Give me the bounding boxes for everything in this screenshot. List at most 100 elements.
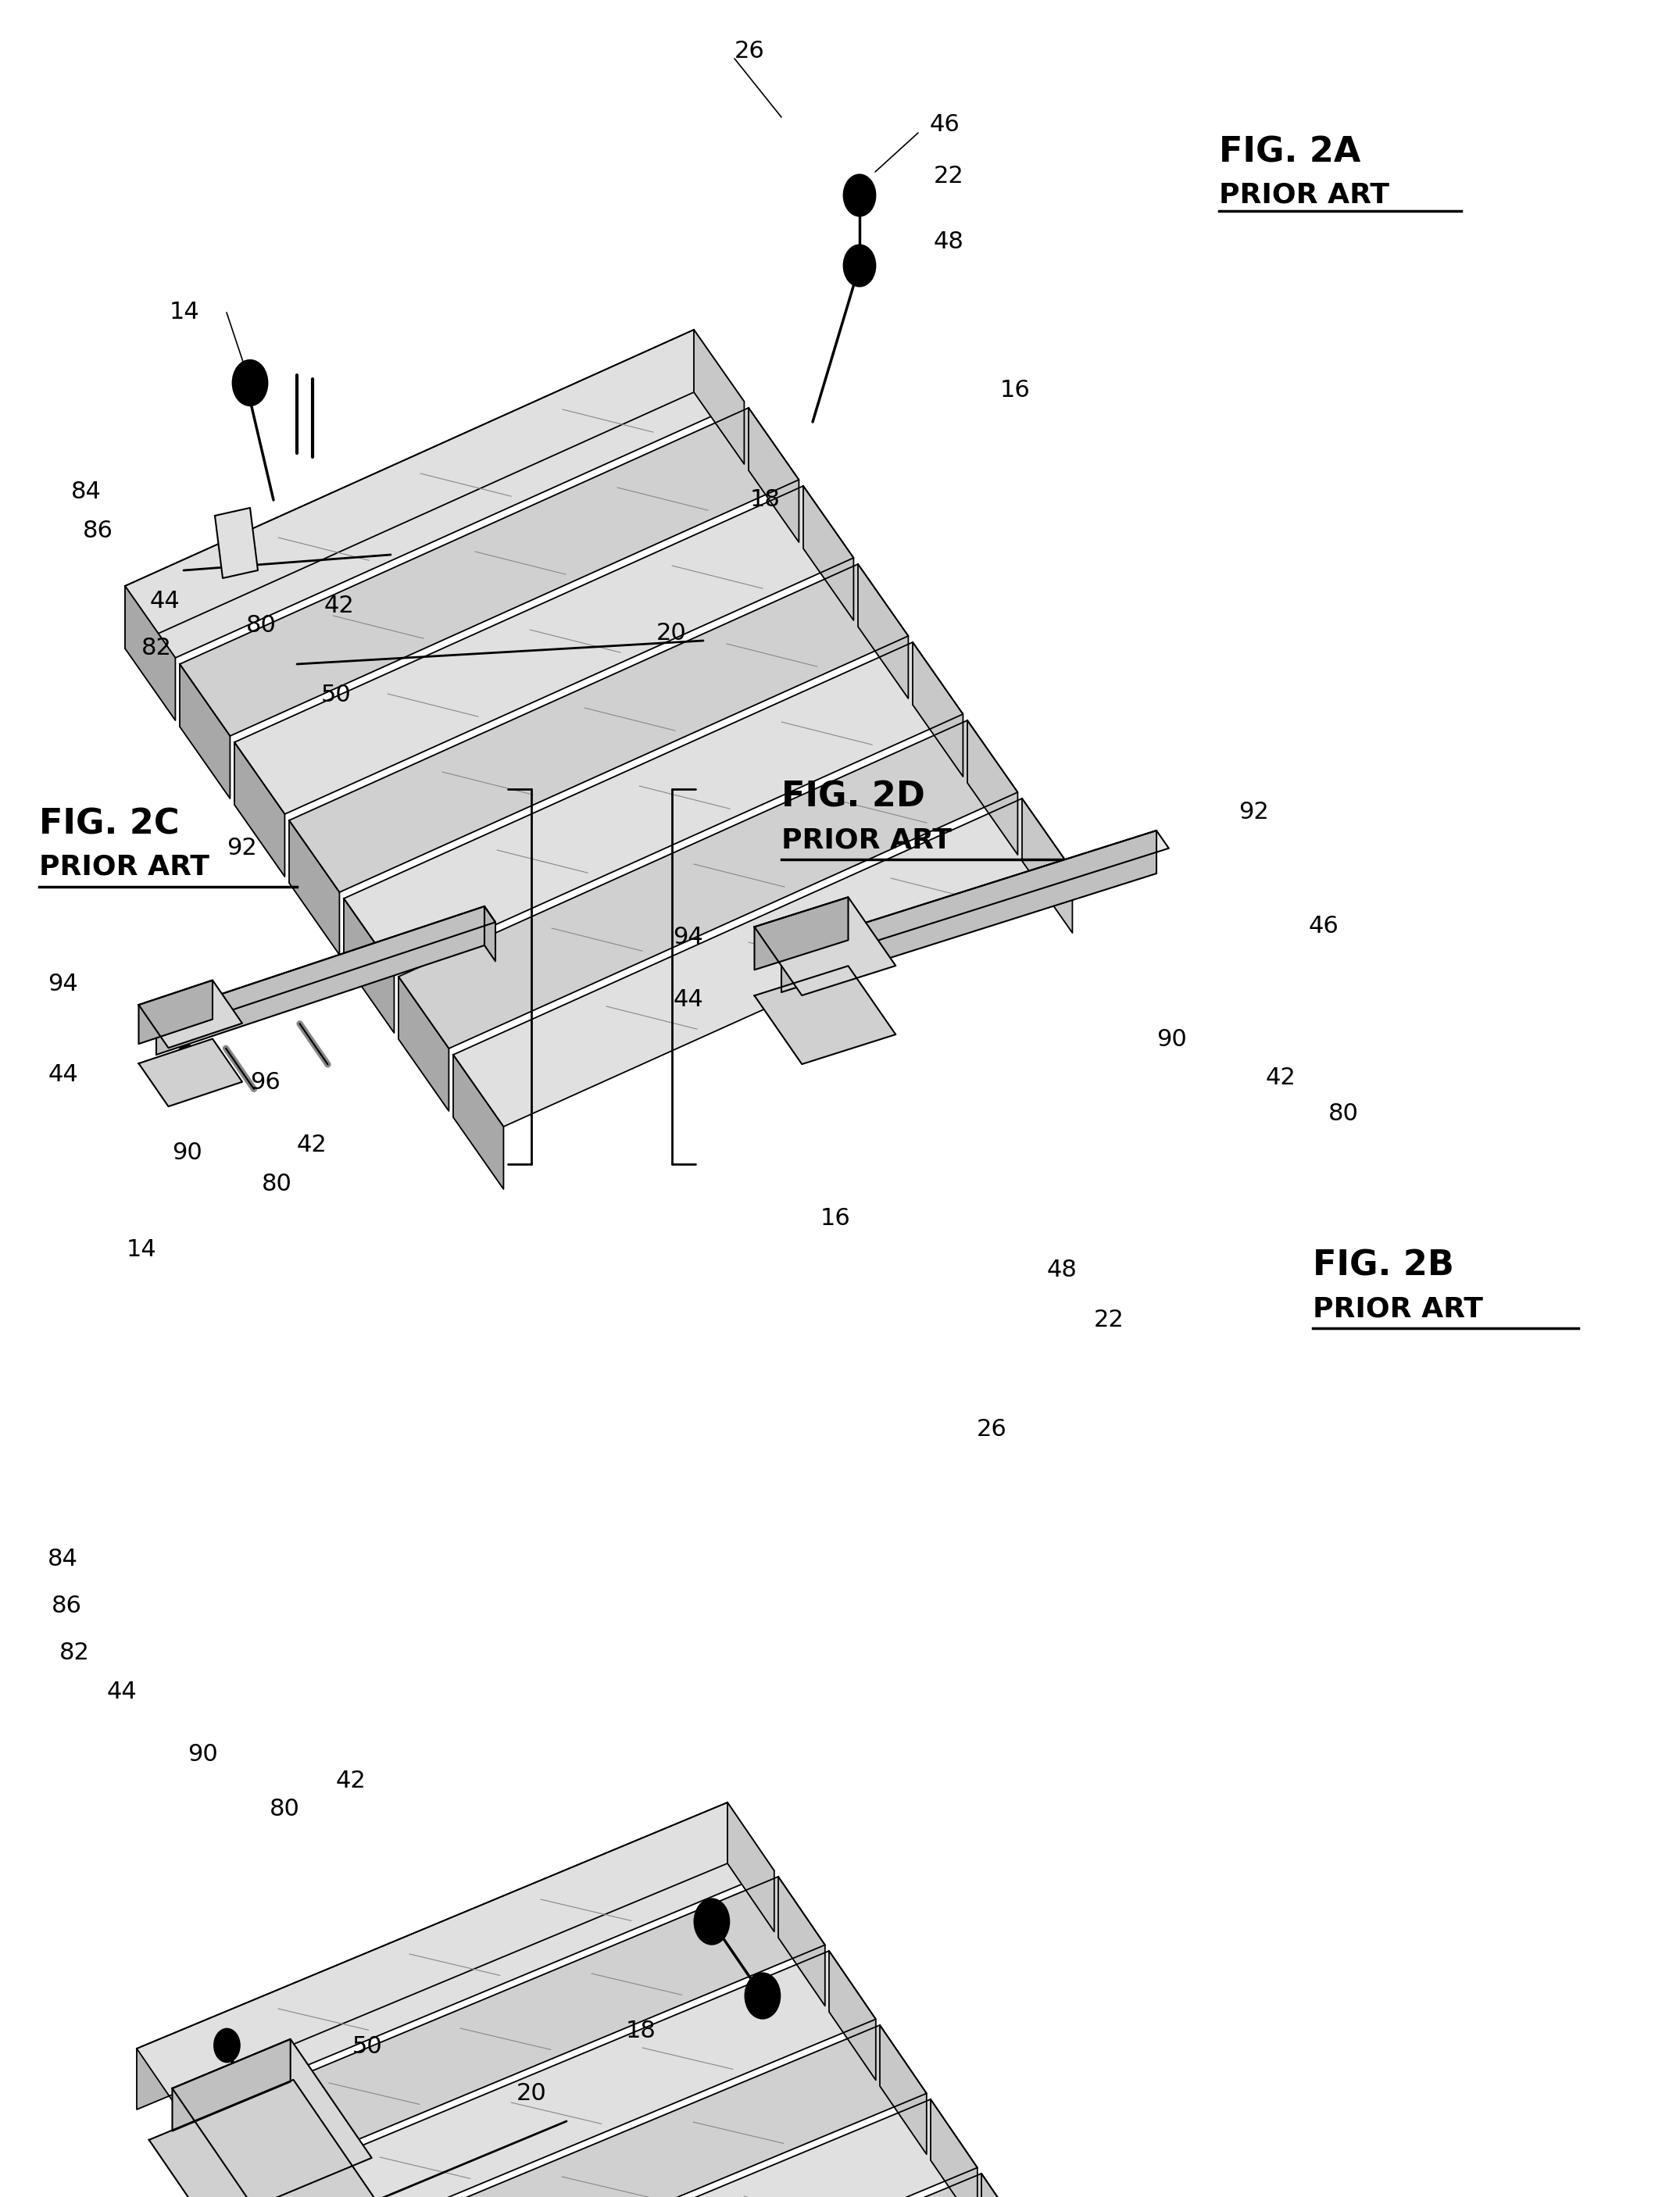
Text: 80: 80: [247, 613, 277, 637]
Polygon shape: [150, 2081, 395, 2197]
Polygon shape: [235, 486, 853, 815]
Polygon shape: [398, 721, 1018, 1048]
Polygon shape: [136, 1802, 774, 2118]
Polygon shape: [124, 587, 175, 721]
Text: 80: 80: [262, 1173, 292, 1195]
Polygon shape: [215, 508, 257, 578]
Circle shape: [756, 1988, 769, 2004]
Text: 92: 92: [1238, 802, 1268, 824]
Polygon shape: [727, 1802, 774, 1931]
Text: 92: 92: [227, 837, 257, 859]
Polygon shape: [139, 980, 242, 1048]
Text: 80: 80: [269, 1797, 301, 1819]
Circle shape: [853, 259, 865, 272]
Circle shape: [843, 246, 875, 286]
Text: 16: 16: [1000, 380, 1030, 402]
Polygon shape: [694, 330, 744, 464]
Polygon shape: [880, 2026, 927, 2155]
Polygon shape: [803, 486, 853, 620]
Polygon shape: [156, 907, 496, 1033]
Polygon shape: [173, 2039, 291, 2131]
Polygon shape: [139, 1039, 242, 1107]
Text: 42: 42: [297, 1134, 328, 1156]
Text: 20: 20: [516, 2083, 546, 2105]
Polygon shape: [754, 967, 895, 1063]
Text: PRIOR ART: PRIOR ART: [39, 855, 210, 881]
Circle shape: [234, 360, 267, 404]
Text: 14: 14: [126, 1239, 156, 1261]
Text: 44: 44: [47, 1063, 79, 1085]
Circle shape: [222, 2039, 232, 2052]
Circle shape: [706, 1914, 717, 1929]
Polygon shape: [339, 2100, 978, 2197]
Polygon shape: [754, 896, 848, 969]
Polygon shape: [289, 819, 339, 956]
Polygon shape: [398, 978, 449, 1112]
Polygon shape: [781, 830, 1156, 993]
Text: 16: 16: [820, 1208, 850, 1230]
Polygon shape: [1021, 798, 1072, 934]
Polygon shape: [124, 330, 694, 648]
Circle shape: [244, 2067, 262, 2092]
Polygon shape: [344, 642, 963, 971]
Polygon shape: [912, 642, 963, 776]
Polygon shape: [124, 330, 744, 657]
Text: PRIOR ART: PRIOR ART: [1312, 1296, 1483, 1323]
Text: FIG. 2D: FIG. 2D: [781, 780, 926, 813]
Polygon shape: [289, 2026, 927, 2197]
Text: 48: 48: [1047, 1259, 1077, 1281]
Text: 46: 46: [929, 114, 961, 136]
Text: 44: 44: [150, 591, 180, 613]
Text: 42: 42: [1265, 1068, 1297, 1090]
Text: 50: 50: [353, 2037, 383, 2059]
Text: PRIOR ART: PRIOR ART: [1220, 182, 1389, 209]
Polygon shape: [180, 409, 800, 736]
Circle shape: [249, 2107, 257, 2118]
Polygon shape: [754, 896, 895, 995]
Polygon shape: [391, 2173, 1028, 2197]
Text: 14: 14: [170, 301, 200, 323]
Polygon shape: [931, 2100, 978, 2197]
Circle shape: [833, 925, 853, 951]
Text: 26: 26: [976, 1419, 1006, 1441]
Text: 86: 86: [52, 1595, 82, 1617]
Text: 86: 86: [82, 521, 113, 543]
Polygon shape: [968, 721, 1018, 855]
Text: 20: 20: [657, 622, 687, 644]
Polygon shape: [180, 663, 230, 798]
Polygon shape: [188, 1876, 825, 2190]
Text: 22: 22: [1094, 1309, 1124, 1331]
Text: 42: 42: [324, 593, 354, 617]
Polygon shape: [136, 1802, 727, 2109]
Polygon shape: [981, 2173, 1028, 2197]
Polygon shape: [344, 899, 395, 1033]
Polygon shape: [484, 907, 496, 962]
Text: 46: 46: [380, 938, 410, 960]
Text: FIG. 2C: FIG. 2C: [39, 808, 180, 841]
Circle shape: [244, 376, 257, 391]
Circle shape: [198, 1002, 207, 1013]
Text: 46: 46: [1309, 914, 1339, 938]
Polygon shape: [828, 1951, 875, 2081]
Circle shape: [840, 934, 848, 943]
Circle shape: [270, 2171, 286, 2193]
Circle shape: [853, 189, 865, 202]
Circle shape: [694, 1898, 729, 1944]
Polygon shape: [778, 1876, 825, 2006]
Text: 82: 82: [141, 637, 171, 659]
Text: 82: 82: [59, 1641, 89, 1663]
Circle shape: [242, 2098, 264, 2127]
Text: PRIOR ART: PRIOR ART: [781, 826, 953, 852]
Text: 50: 50: [321, 683, 351, 707]
Circle shape: [178, 1044, 195, 1066]
Polygon shape: [454, 1055, 504, 1189]
Circle shape: [193, 995, 212, 1019]
Polygon shape: [454, 798, 1072, 1127]
Polygon shape: [235, 743, 284, 877]
Circle shape: [816, 975, 833, 997]
Text: FIG. 2A: FIG. 2A: [1220, 136, 1361, 169]
Polygon shape: [156, 907, 484, 1055]
Text: 80: 80: [1329, 1103, 1359, 1125]
Text: 48: 48: [934, 231, 964, 253]
Text: 42: 42: [336, 1771, 366, 1793]
